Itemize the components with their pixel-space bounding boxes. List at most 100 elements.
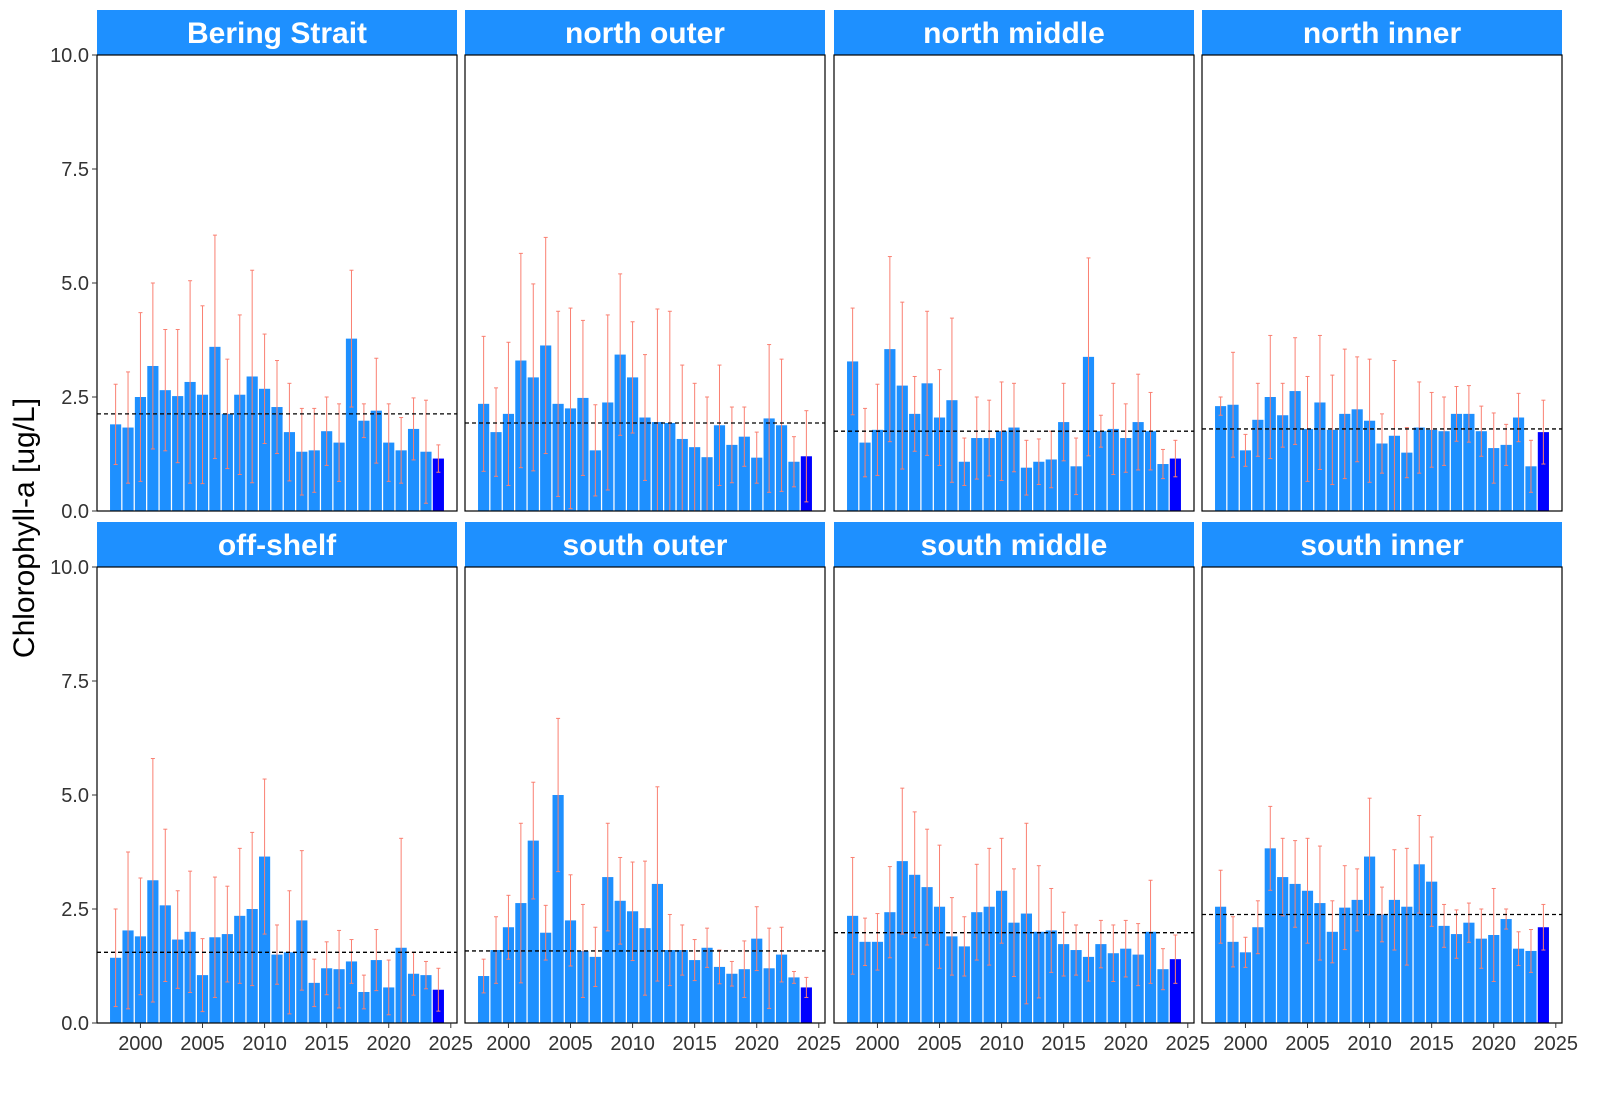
panel-border [1201, 54, 1563, 512]
error-bar [1012, 382, 1016, 473]
error-bar [593, 404, 598, 497]
bar [1157, 969, 1169, 1023]
error-bar [1417, 381, 1422, 474]
error-bar [705, 927, 710, 968]
bar [321, 431, 333, 511]
error-bar [1280, 382, 1285, 448]
panel-border [464, 54, 826, 512]
panel-south-outer: south outer 2000 2005 2010 2015 2020 2025 [464, 522, 842, 1055]
error-bar [1086, 257, 1091, 457]
error-bar [1231, 916, 1236, 968]
error-bar [1330, 900, 1335, 964]
bar [589, 956, 601, 1023]
error-bar [887, 256, 892, 443]
bar [1475, 938, 1487, 1023]
bar [1512, 948, 1525, 1023]
x-tick-label: 2025 [797, 1033, 842, 1055]
panel-off-shelf: off-shelf 0.0 2.5 5.0 7.5 10.0 2000 2005 2010 201… [50, 522, 473, 1055]
error-bar [374, 929, 379, 992]
bar [1169, 959, 1181, 1023]
bar [1082, 956, 1095, 1023]
bar [859, 941, 871, 1023]
bar [958, 461, 970, 511]
bar [614, 900, 626, 1023]
error-bar [754, 431, 759, 484]
error-bar [262, 778, 267, 935]
bar [1426, 881, 1438, 1023]
error-bar [1293, 840, 1298, 928]
bar [1095, 944, 1107, 1023]
error-bar [423, 960, 428, 990]
error-bar [411, 397, 416, 461]
bar [1095, 431, 1107, 511]
error-bar [299, 850, 304, 991]
error-bar [1479, 908, 1484, 969]
error-bar [643, 860, 647, 996]
x-tick-label: 2015 [1041, 1033, 1086, 1055]
panel-strip [834, 10, 1194, 55]
error-bar [875, 913, 880, 971]
x-tick-label: 2020 [366, 1033, 411, 1055]
bar [1500, 444, 1512, 511]
bar [1364, 856, 1376, 1023]
error-bar [188, 870, 193, 993]
error-bar [1012, 868, 1016, 977]
x-tick-label: 2015 [672, 1033, 717, 1055]
error-bar [912, 375, 917, 452]
error-bar [312, 958, 317, 1008]
x-tick-label: 2015 [304, 1033, 349, 1055]
bar [738, 436, 750, 511]
bar [1252, 927, 1264, 1023]
error-bar [1516, 392, 1521, 443]
panel-title: south inner [1300, 529, 1464, 562]
error-bar [717, 364, 722, 486]
bar [1252, 419, 1264, 511]
error-bar [250, 269, 255, 484]
panel-title: north middle [923, 17, 1105, 50]
error-bar [643, 354, 647, 481]
error-bar [374, 357, 379, 464]
bar [602, 877, 614, 1023]
bar [751, 938, 763, 1023]
error-bar [767, 344, 772, 493]
bar [370, 960, 382, 1023]
error-bar [630, 321, 635, 434]
error-bar [150, 282, 155, 450]
error-bar [386, 403, 391, 482]
panel-title: south outer [563, 529, 728, 562]
error-bar [618, 273, 623, 436]
error-bar [1317, 845, 1322, 961]
error-bar [1491, 887, 1496, 982]
error-bar [237, 847, 242, 984]
error-bar [275, 924, 279, 985]
error-bar [1516, 931, 1521, 967]
bar [788, 977, 800, 1023]
error-bar [250, 831, 255, 987]
bar [1058, 944, 1070, 1023]
error-bar [580, 319, 585, 476]
bar [1450, 934, 1463, 1023]
error-bar [1061, 911, 1066, 977]
panel-north-middle: north middle [833, 10, 1195, 512]
error-bar [1231, 351, 1236, 458]
bar [1326, 931, 1338, 1023]
error-bar [1541, 399, 1546, 465]
error-bar [605, 822, 610, 932]
x-tick-label: 2005 [917, 1033, 962, 1055]
bar [884, 912, 896, 1023]
error-bar [618, 856, 623, 945]
error-bar [1024, 822, 1029, 1005]
bar [564, 920, 577, 1023]
bar [996, 890, 1008, 1023]
error-bar [804, 410, 809, 503]
x-tick-label: 2000 [855, 1033, 900, 1055]
error-bar [1160, 448, 1165, 480]
error-bar [481, 958, 486, 994]
error-bar [349, 939, 354, 984]
error-bar [680, 924, 685, 976]
error-bar [262, 333, 267, 445]
facet-panels: Bering Strait 0.0 2.5 5.0 7.5 10.0 north outer… [50, 10, 1578, 1055]
panel-title: Bering Strait [187, 17, 367, 50]
bar [1475, 431, 1487, 511]
